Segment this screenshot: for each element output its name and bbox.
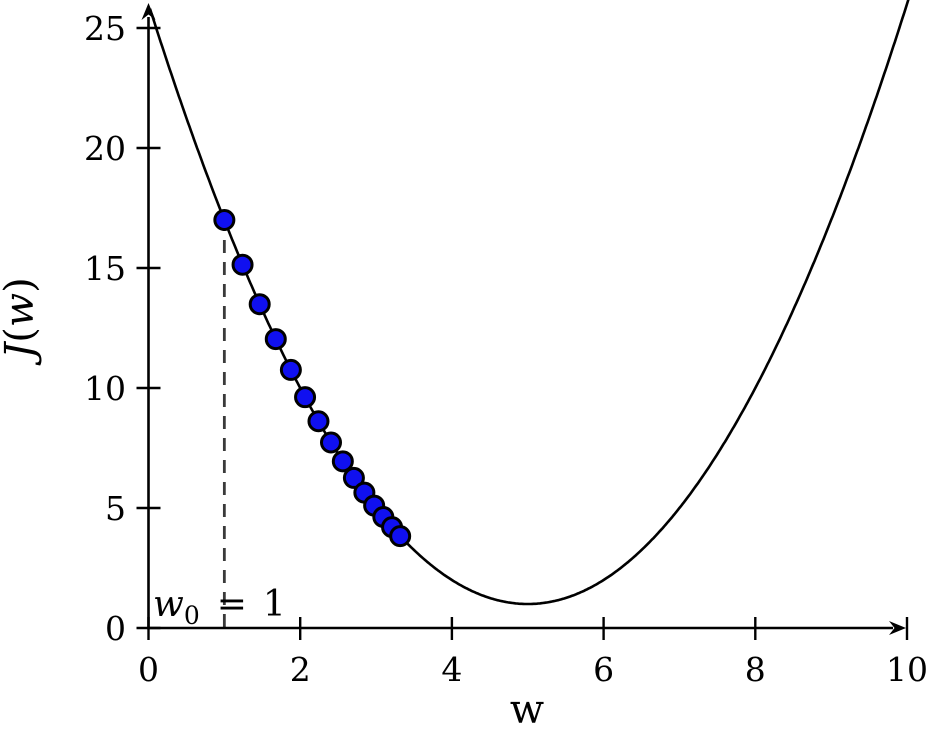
data-point [307, 410, 330, 433]
x-axis-label: w [510, 687, 544, 733]
y-tick-label: 5 [105, 489, 126, 528]
y-tick-label: 10 [84, 369, 126, 408]
data-point [231, 253, 254, 276]
x-axis-arrow-icon [889, 621, 906, 635]
data-point [248, 293, 271, 316]
y-tick-label: 20 [84, 129, 126, 168]
axes [141, 3, 906, 635]
data-point [319, 431, 342, 454]
y-tick-label: 0 [105, 609, 126, 648]
x-tick-label: 4 [441, 650, 462, 689]
data-point [294, 386, 317, 409]
data-point [279, 358, 302, 381]
data-point [331, 450, 354, 473]
data-point [213, 209, 236, 231]
x-tick-label: 0 [138, 650, 159, 689]
w0-annotation: w0 = 1 [153, 584, 286, 630]
x-tick-label: 2 [290, 650, 311, 689]
y-tick-label: 25 [84, 9, 126, 48]
ticks: 0 2 4 6 8 10 0 5 10 15 20 25 [84, 9, 928, 689]
y-axis-label: J(w) [0, 277, 43, 366]
data-point [342, 466, 365, 489]
gradient-descent-points [213, 209, 412, 548]
x-tick-label: 10 [886, 650, 928, 689]
data-point [389, 525, 412, 548]
x-tick-label: 8 [745, 650, 766, 689]
x-tick-label: 6 [593, 650, 614, 689]
data-point [264, 328, 287, 351]
y-tick-label: 15 [84, 249, 126, 288]
